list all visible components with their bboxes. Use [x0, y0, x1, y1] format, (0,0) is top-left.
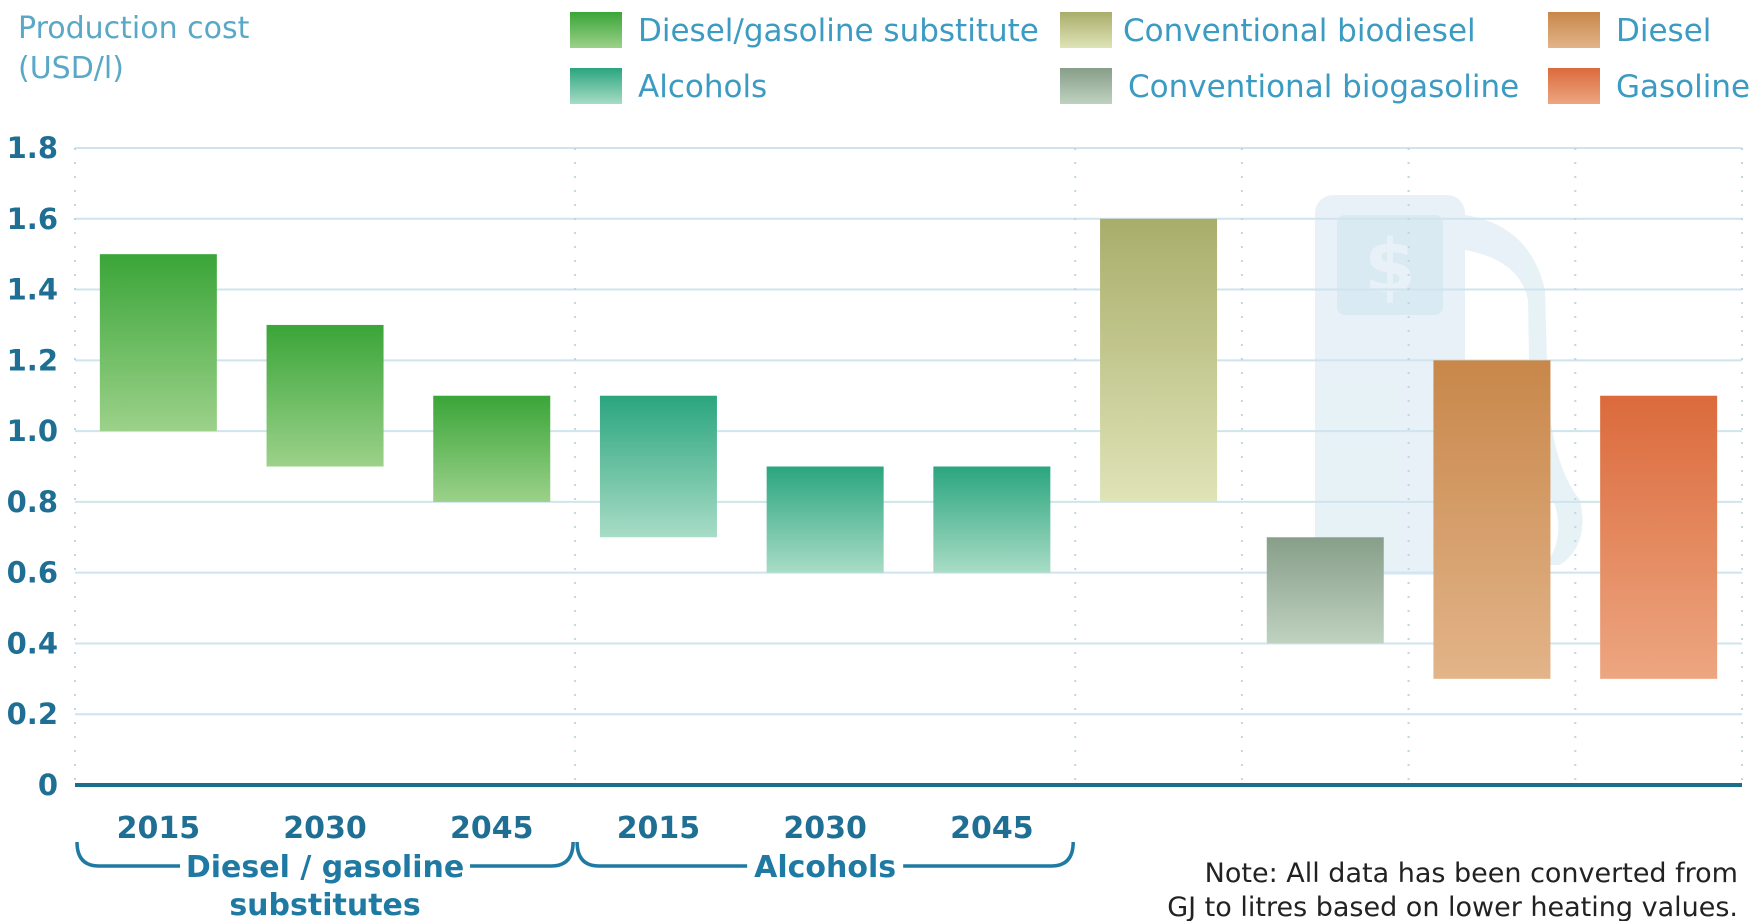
legend-label: Conventional biodiesel: [1123, 13, 1476, 49]
bar: [1266, 537, 1384, 644]
group-label: Alcohols: [754, 850, 896, 885]
x-tick-label: 2015: [617, 811, 701, 846]
y-tick-label: 0.2: [7, 697, 58, 731]
y-tick-label: 0.6: [7, 556, 58, 590]
legend: Diesel/gasoline substitute Alcohols Conven…: [570, 12, 1750, 105]
y-tick-label: 1.8: [7, 131, 58, 165]
bar: [266, 324, 384, 467]
y-tick-label: 0.8: [7, 485, 58, 519]
y-tick-label: 0.4: [7, 626, 58, 660]
x-axis-categories: 2015 2030 2045 2015 2030 2045: [117, 811, 1034, 846]
bar: [433, 395, 551, 502]
legend-label: Gasoline: [1616, 69, 1750, 105]
note-line-1: Note: All data has been converted from: [1205, 858, 1738, 889]
legend-swatch: [570, 68, 622, 104]
x-tick-label: 2045: [450, 811, 534, 846]
y-axis: 0 0.2 0.4 0.6 0.8 1.0 1.2 1.4 1.6 1.8: [7, 131, 58, 802]
note: Note: All data has been converted from G…: [1167, 858, 1738, 921]
x-tick-label: 2015: [117, 811, 201, 846]
legend-swatch: [1548, 12, 1600, 48]
x-tick-label: 2045: [950, 811, 1034, 846]
x-tick-label: 2030: [283, 811, 367, 846]
note-line-2: GJ to litres based on lower heating valu…: [1167, 892, 1738, 921]
y-tick-label: 0: [38, 768, 58, 802]
bar: [766, 466, 884, 573]
group-label: Diesel / gasoline: [186, 850, 464, 885]
bar: [1433, 360, 1551, 679]
group-label: substitutes: [229, 888, 420, 921]
group-bracket: [575, 841, 1075, 868]
bar: [933, 466, 1051, 573]
bar: [599, 395, 717, 538]
y-tick-label: 1.6: [7, 202, 58, 236]
legend-swatch: [1060, 68, 1112, 104]
y-axis-title-line-2: (USD/l): [18, 51, 124, 86]
y-axis-title: Production cost (USD/l): [18, 11, 250, 86]
legend-swatch: [1548, 68, 1600, 104]
y-tick-label: 1.4: [7, 273, 58, 307]
bar: [1600, 395, 1718, 679]
legend-swatch: [1060, 12, 1112, 48]
legend-swatch: [570, 12, 622, 48]
bar: [1100, 218, 1218, 502]
y-tick-label: 1.0: [7, 414, 58, 448]
bars: [99, 218, 1718, 679]
legend-label: Diesel: [1616, 13, 1711, 49]
legend-label: Diesel/gasoline substitute: [638, 13, 1039, 49]
svg-text:$: $: [1364, 224, 1416, 310]
x-tick-label: 2030: [783, 811, 867, 846]
group-bracket: [75, 841, 575, 868]
legend-label: Alcohols: [638, 69, 767, 105]
y-axis-title-line-1: Production cost: [18, 11, 250, 46]
y-tick-label: 1.2: [7, 343, 58, 377]
legend-label: Conventional biogasoline: [1128, 69, 1519, 105]
bar: [99, 254, 217, 432]
